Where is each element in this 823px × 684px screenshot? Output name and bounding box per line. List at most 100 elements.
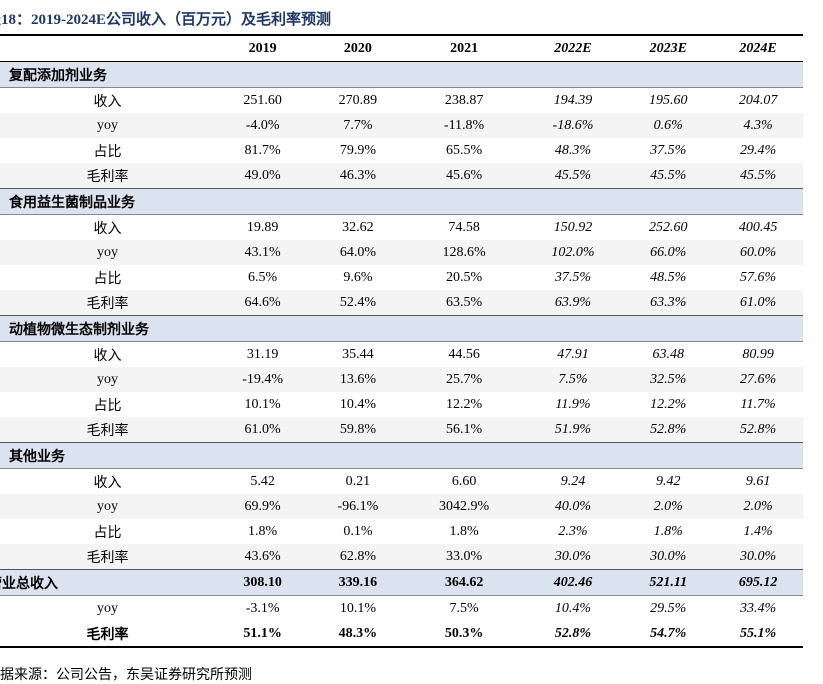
cell: 74.58 <box>448 219 480 235</box>
cell: 11.7% <box>740 396 776 412</box>
cell: 10.4% <box>554 600 592 616</box>
cell: 52.4% <box>310 290 406 316</box>
data-row: 占比 1.8% 0.1% 1.8% 2.3% 1.8% 1.4% <box>0 519 803 544</box>
cell: 81.7% <box>244 142 281 158</box>
cell: 10.1% <box>339 600 376 616</box>
cell: 9.6% <box>343 269 373 285</box>
total-row: 营业总收入 308.10339.16364.62402.46521.11695.1… <box>0 569 803 596</box>
cell: 43.6% <box>215 544 311 570</box>
cell: 48.5% <box>650 269 687 285</box>
blank-cell <box>215 315 311 342</box>
section-title: 3、动植物微生态制剂业务 <box>0 322 149 338</box>
source-note: 数据来源：公司公告，东吴证券研究所预测 <box>0 668 252 683</box>
blank-cell <box>310 188 406 215</box>
row-label: 收入 <box>93 475 122 491</box>
cell: -4.0% <box>215 113 311 138</box>
data-row: yoy -3.1% 10.1% 7.5% 10.4% 29.5% 33.4% <box>0 596 803 622</box>
cell: 61.0% <box>215 417 311 443</box>
section-name: 4、其他业务 <box>0 442 215 469</box>
cell: 20.5% <box>445 269 483 285</box>
cell: 65.5% <box>445 142 483 158</box>
column-header: 2022E <box>522 34 624 62</box>
cell: 1.8% <box>248 523 278 539</box>
cell: 19.89 <box>246 219 279 235</box>
blank-cell <box>623 61 714 88</box>
row-label: 毛利率 <box>0 544 215 570</box>
blank-cell <box>405 442 523 469</box>
cell: 37.5% <box>650 142 687 158</box>
blank-cell <box>522 315 624 342</box>
header-row: 2019 2020 2021 2022E 2023E 2024E <box>0 34 803 62</box>
cell: 51.9% <box>522 417 624 443</box>
cell: 30.0% <box>522 544 624 570</box>
data-row: 收入 5.42 0.21 6.60 9.24 9.42 9.61 <box>0 469 803 495</box>
section-title: 4、其他业务 <box>0 449 65 465</box>
data-row: 收入 19.89 32.62 74.58 150.92 252.60 400.45 <box>0 215 803 241</box>
cell: 63.48 <box>652 346 684 362</box>
column-header: 2021 <box>405 34 523 62</box>
cell: 31.19 <box>246 346 279 362</box>
cell: 30.0% <box>713 544 803 570</box>
cell: 194.39 <box>553 92 593 108</box>
cell: 80.99 <box>742 346 774 362</box>
row-label: 收入 <box>93 348 122 364</box>
cell: -19.4% <box>215 367 311 392</box>
cell: 54.7% <box>623 621 714 648</box>
cell: 11.9% <box>555 396 591 412</box>
column-header: 2024E <box>713 34 803 62</box>
cell: 55.1% <box>713 621 803 648</box>
blank-cell <box>405 61 523 88</box>
cell: 52.8% <box>713 417 803 443</box>
blank-cell <box>405 188 523 215</box>
cell: 7.5% <box>522 367 624 392</box>
blank-cell <box>522 188 624 215</box>
cell: 1.8% <box>653 523 683 539</box>
blank-cell <box>522 61 624 88</box>
blank-cell <box>713 61 803 88</box>
cell: 251.60 <box>243 92 282 108</box>
data-row: yoy -19.4% 13.6% 25.7% 7.5% 32.5% 27.6% <box>0 367 803 392</box>
blank-cell <box>310 61 406 88</box>
section-row: 3、动植物微生态制剂业务 <box>0 315 803 342</box>
corner <box>0 34 215 62</box>
section-row: 1、复配添加剂业务 <box>0 61 803 88</box>
row-label: yoy <box>0 494 215 519</box>
data-row: 收入 31.19 35.44 44.56 47.91 63.48 80.99 <box>0 342 803 368</box>
blank-cell <box>215 188 311 215</box>
cell: 13.6% <box>310 367 406 392</box>
cell: 45.5% <box>623 163 714 189</box>
cell: 339.16 <box>310 569 406 596</box>
cell: 5.42 <box>250 473 275 489</box>
data-row: yoy 43.1% 64.0% 128.6% 102.0% 66.0% 60.0% <box>0 240 803 265</box>
cell: 32.5% <box>623 367 714 392</box>
cell: 47.91 <box>557 346 589 362</box>
blank-cell <box>522 442 624 469</box>
cell: 128.6% <box>405 240 523 265</box>
cell: 63.9% <box>522 290 624 316</box>
cell: 2.0% <box>623 494 714 519</box>
row-label: 收入 <box>93 94 122 110</box>
cell: 64.0% <box>310 240 406 265</box>
blank-cell <box>310 442 406 469</box>
section-row: 2、食用益生菌制品业务 <box>0 188 803 215</box>
cell: 59.8% <box>310 417 406 443</box>
cell: 3042.9% <box>405 494 523 519</box>
cell: 62.8% <box>310 544 406 570</box>
cell: 252.60 <box>648 219 688 235</box>
cell: 0.21 <box>345 473 371 489</box>
cell: 102.0% <box>522 240 624 265</box>
data-row: 收入 251.60 270.89 238.87 194.39 195.60 204.07 <box>0 88 803 114</box>
cell: 1.4% <box>743 523 773 539</box>
column-header: 2019 <box>215 34 311 62</box>
section-name: 1、复配添加剂业务 <box>0 61 215 88</box>
cell: 12.2% <box>445 396 483 412</box>
blank-cell <box>713 315 803 342</box>
data-row: yoy 69.9% -96.1% 3042.9% 40.0% 2.0% 2.0% <box>0 494 803 519</box>
row-label: yoy <box>0 367 215 392</box>
cell: -96.1% <box>310 494 406 519</box>
row-label: 收入 <box>93 221 122 237</box>
row-label: 毛利率 <box>0 621 215 648</box>
data-row: 占比 6.5% 9.6% 20.5% 37.5% 48.5% 57.6% <box>0 265 803 290</box>
